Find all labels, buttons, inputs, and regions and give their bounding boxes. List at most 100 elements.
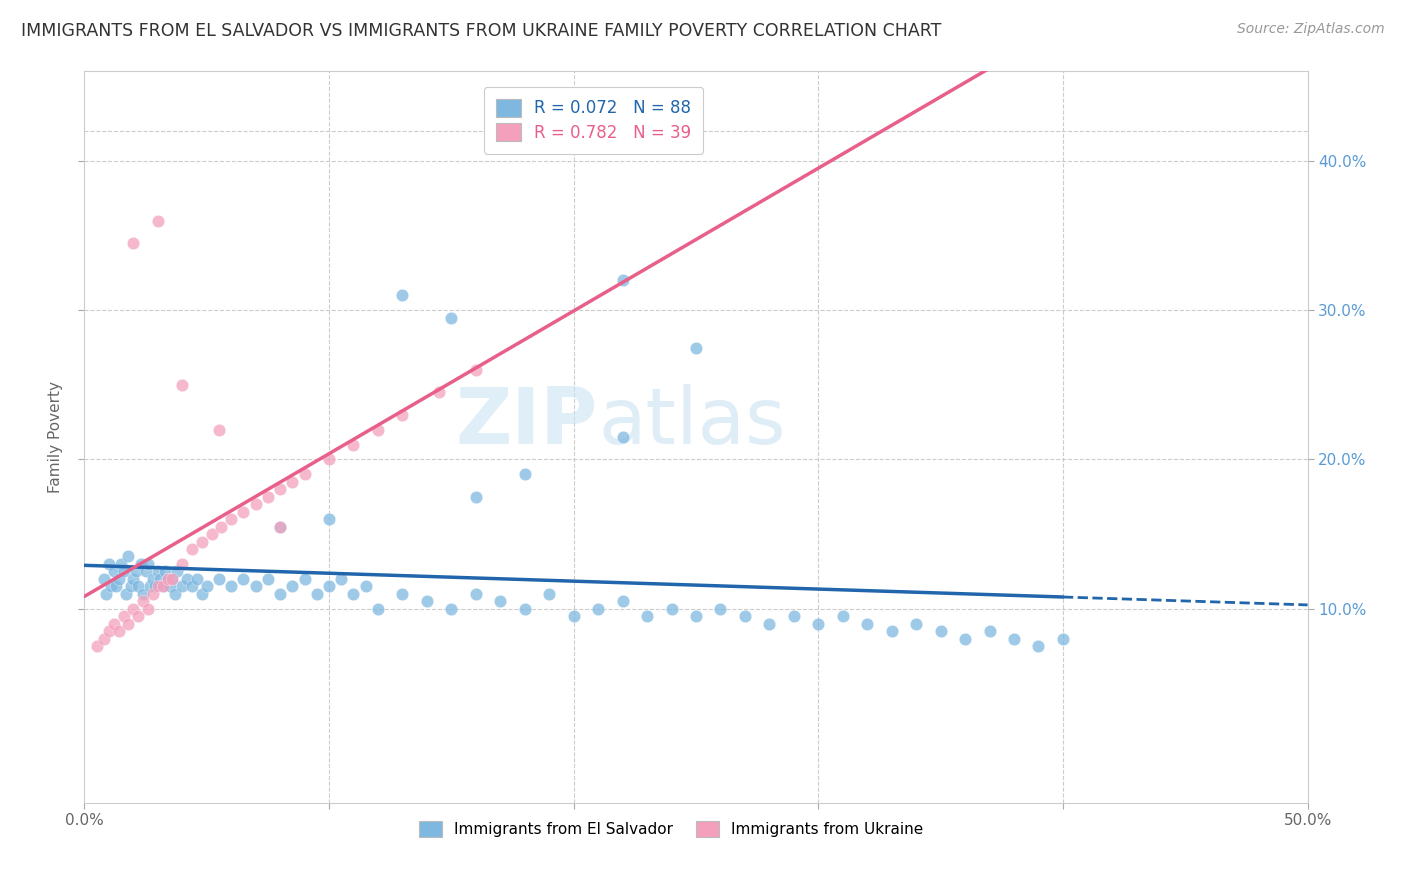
Point bbox=[831, 609, 853, 624]
Point bbox=[612, 273, 634, 287]
Point bbox=[142, 572, 165, 586]
Point bbox=[281, 475, 304, 489]
Point bbox=[136, 557, 159, 571]
Point bbox=[367, 423, 389, 437]
Point bbox=[97, 624, 120, 639]
Point bbox=[391, 587, 413, 601]
Point bbox=[208, 423, 231, 437]
Point bbox=[120, 579, 142, 593]
Point bbox=[464, 490, 486, 504]
Text: ZIP: ZIP bbox=[456, 384, 598, 460]
Point bbox=[219, 512, 242, 526]
Point bbox=[97, 557, 120, 571]
Point bbox=[181, 542, 204, 557]
Point bbox=[143, 579, 166, 593]
Point bbox=[269, 519, 291, 533]
Point bbox=[105, 579, 128, 593]
Point bbox=[115, 587, 138, 601]
Point bbox=[200, 527, 222, 541]
Point bbox=[112, 565, 135, 579]
Point bbox=[612, 430, 634, 444]
Point bbox=[856, 616, 879, 631]
Point bbox=[127, 609, 149, 624]
Point bbox=[269, 587, 291, 601]
Point bbox=[181, 579, 204, 593]
Point bbox=[107, 624, 129, 639]
Point bbox=[294, 467, 316, 482]
Point bbox=[107, 572, 129, 586]
Text: IMMIGRANTS FROM EL SALVADOR VS IMMIGRANTS FROM UKRAINE FAMILY POVERTY CORRELATIO: IMMIGRANTS FROM EL SALVADOR VS IMMIGRANT… bbox=[21, 22, 942, 40]
Point bbox=[86, 639, 108, 653]
Point bbox=[122, 572, 145, 586]
Point bbox=[156, 572, 179, 586]
Point bbox=[93, 632, 115, 646]
Point bbox=[127, 579, 149, 593]
Point bbox=[96, 587, 118, 601]
Point bbox=[219, 579, 242, 593]
Point bbox=[191, 534, 214, 549]
Point bbox=[318, 452, 340, 467]
Point bbox=[734, 609, 756, 624]
Point bbox=[513, 467, 536, 482]
Point bbox=[440, 310, 463, 325]
Point bbox=[232, 505, 254, 519]
Point bbox=[318, 512, 340, 526]
Point bbox=[391, 408, 413, 422]
Point bbox=[93, 572, 115, 586]
Point bbox=[100, 579, 122, 593]
Point bbox=[209, 519, 232, 533]
Point bbox=[172, 557, 194, 571]
Point bbox=[191, 587, 214, 601]
Point bbox=[257, 490, 280, 504]
Point bbox=[464, 587, 486, 601]
Point bbox=[783, 609, 806, 624]
Point bbox=[685, 609, 707, 624]
Point bbox=[354, 579, 377, 593]
Point bbox=[489, 594, 512, 608]
Point bbox=[136, 601, 159, 615]
Point bbox=[269, 483, 291, 497]
Point bbox=[162, 572, 184, 586]
Point bbox=[172, 377, 194, 392]
Point bbox=[953, 632, 976, 646]
Point bbox=[208, 572, 231, 586]
Y-axis label: Family Poverty: Family Poverty bbox=[48, 381, 63, 493]
Point bbox=[586, 601, 609, 615]
Point bbox=[807, 616, 830, 631]
Point bbox=[1052, 632, 1074, 646]
Point bbox=[905, 616, 928, 631]
Legend: Immigrants from El Salvador, Immigrants from Ukraine: Immigrants from El Salvador, Immigrants … bbox=[411, 812, 934, 847]
Point bbox=[245, 579, 267, 593]
Point bbox=[318, 579, 340, 593]
Point bbox=[538, 587, 561, 601]
Point bbox=[129, 557, 152, 571]
Point bbox=[166, 565, 188, 579]
Point bbox=[142, 587, 165, 601]
Point bbox=[342, 437, 364, 451]
Point bbox=[929, 624, 952, 639]
Point bbox=[176, 572, 198, 586]
Point bbox=[103, 565, 125, 579]
Point bbox=[159, 579, 181, 593]
Point bbox=[153, 565, 176, 579]
Point bbox=[513, 601, 536, 615]
Point bbox=[117, 616, 139, 631]
Point bbox=[162, 572, 184, 586]
Point bbox=[416, 594, 439, 608]
Point bbox=[342, 587, 364, 601]
Point bbox=[195, 579, 218, 593]
Point bbox=[125, 565, 148, 579]
Point bbox=[440, 601, 463, 615]
Point bbox=[122, 601, 145, 615]
Point bbox=[146, 213, 169, 227]
Point bbox=[391, 288, 413, 302]
Point bbox=[152, 579, 174, 593]
Point bbox=[172, 579, 194, 593]
Point bbox=[146, 565, 169, 579]
Point bbox=[979, 624, 1001, 639]
Text: atlas: atlas bbox=[598, 384, 786, 460]
Point bbox=[135, 565, 157, 579]
Point bbox=[367, 601, 389, 615]
Point bbox=[152, 579, 174, 593]
Point bbox=[122, 235, 145, 250]
